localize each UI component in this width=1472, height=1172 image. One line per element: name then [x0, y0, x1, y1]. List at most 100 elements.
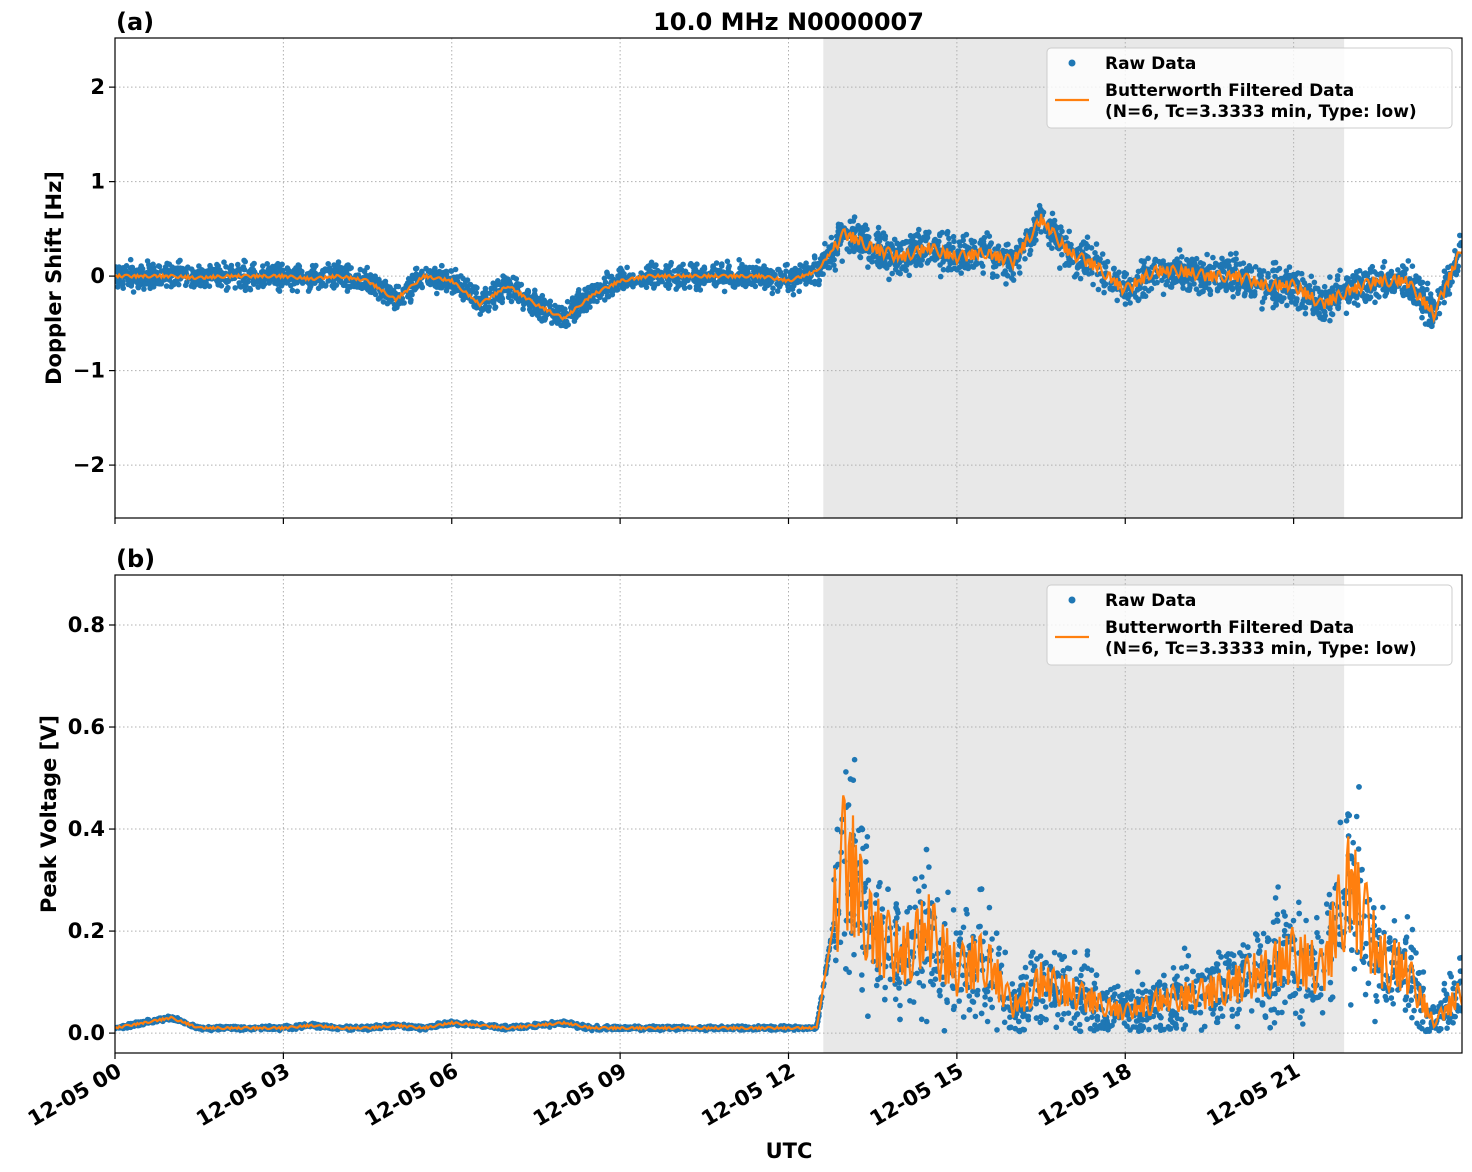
- raw-data-point: [1327, 274, 1333, 280]
- raw-data-point: [958, 270, 964, 276]
- raw-data-point: [891, 236, 898, 243]
- raw-data-point: [130, 289, 137, 295]
- raw-data-point: [1010, 277, 1017, 283]
- raw-data-point: [163, 283, 170, 289]
- raw-data-point: [1335, 304, 1341, 311]
- raw-data-point: [1416, 279, 1423, 285]
- raw-data-point: [621, 271, 627, 277]
- raw-data-point: [1413, 300, 1420, 307]
- raw-data-point: [348, 283, 355, 290]
- raw-data-point: [354, 284, 360, 290]
- raw-data-point: [189, 282, 196, 289]
- raw-data-point: [834, 248, 841, 254]
- raw-data-point: [402, 285, 408, 292]
- raw-data-point: [391, 305, 398, 312]
- raw-data-point: [746, 264, 753, 271]
- raw-data-point: [223, 287, 230, 293]
- raw-data-point: [1335, 300, 1342, 306]
- raw-data-point: [989, 274, 996, 281]
- raw-data-point: [920, 236, 926, 243]
- raw-data-point: [1302, 310, 1309, 317]
- y-tick-label: −1: [73, 359, 105, 383]
- raw-data-point: [956, 239, 963, 245]
- raw-data-point: [757, 281, 764, 287]
- raw-data-point: [1200, 288, 1206, 295]
- raw-data-point: [1310, 310, 1317, 317]
- raw-data-point: [753, 264, 759, 271]
- raw-data-point: [1376, 272, 1382, 278]
- raw-data-point: [242, 287, 249, 294]
- raw-data-point: [1068, 1020, 1074, 1026]
- raw-data-point: [1448, 279, 1455, 286]
- raw-data-point: [1382, 293, 1388, 299]
- raw-data-point: [534, 312, 541, 319]
- raw-data-point: [437, 281, 444, 288]
- raw-data-point: [1321, 291, 1327, 297]
- raw-data-point: [875, 224, 882, 231]
- raw-data-point: [850, 227, 856, 234]
- raw-data-point: [382, 278, 389, 285]
- raw-data-point: [889, 270, 895, 277]
- raw-data-point: [142, 281, 149, 287]
- raw-data-point: [1286, 264, 1293, 270]
- raw-data-point: [803, 276, 809, 283]
- raw-data-point: [1092, 250, 1098, 256]
- raw-data-point: [1027, 247, 1034, 254]
- raw-data-point: [1145, 255, 1151, 262]
- raw-data-point: [1252, 264, 1259, 270]
- raw-data-point: [455, 274, 461, 280]
- raw-data-point: [811, 261, 817, 267]
- legend-filtered-label: Butterworth Filtered Data: [1105, 81, 1354, 101]
- raw-data-point: [524, 289, 531, 295]
- raw-data-point: [1057, 265, 1063, 271]
- raw-data-point: [745, 277, 751, 283]
- raw-data-point: [120, 265, 126, 271]
- raw-data-point: [769, 290, 776, 297]
- raw-data-point: [777, 269, 784, 276]
- raw-data-point: [1422, 321, 1429, 327]
- raw-data-point: [1101, 260, 1108, 267]
- raw-data-point: [906, 272, 912, 279]
- raw-data-point: [276, 288, 283, 294]
- raw-data-point: [1281, 927, 1288, 934]
- raw-data-point: [651, 263, 658, 270]
- raw-data-point: [1376, 294, 1382, 300]
- raw-data-point: [1374, 998, 1380, 1004]
- raw-data-point: [539, 318, 545, 324]
- raw-data-point: [344, 283, 351, 290]
- raw-data-point: [839, 258, 845, 265]
- raw-data-point: [1187, 282, 1193, 288]
- raw-data-point: [1316, 310, 1322, 317]
- raw-data-point: [251, 269, 258, 275]
- raw-data-point: [1186, 287, 1192, 294]
- raw-data-point: [1009, 981, 1016, 987]
- raw-data-point: [201, 268, 208, 275]
- raw-data-point: [1078, 972, 1084, 979]
- raw-data-point: [294, 288, 301, 295]
- raw-data-point: [1391, 918, 1398, 924]
- raw-data-point: [175, 281, 182, 288]
- raw-data-point: [1059, 251, 1065, 258]
- raw-data-point: [857, 253, 863, 260]
- raw-data-point: [1111, 285, 1117, 292]
- raw-data-point: [1008, 248, 1014, 255]
- raw-data-point: [1273, 302, 1279, 308]
- raw-data-point: [648, 259, 655, 266]
- raw-data-point: [185, 264, 191, 271]
- raw-data-point: [912, 259, 918, 265]
- raw-data-point: [489, 298, 496, 305]
- raw-data-point: [1418, 306, 1425, 312]
- raw-data-point: [580, 292, 586, 299]
- raw-data-point: [579, 307, 585, 314]
- raw-data-point: [720, 269, 726, 275]
- raw-data-point: [1450, 985, 1456, 992]
- raw-data-point: [724, 258, 731, 265]
- raw-data-point: [725, 265, 732, 272]
- raw-data-point: [729, 277, 736, 284]
- raw-data-point: [1219, 255, 1225, 262]
- raw-data-point: [467, 281, 474, 288]
- raw-data-point: [1222, 263, 1229, 270]
- raw-data-point: [832, 267, 839, 273]
- raw-data-point: [1369, 263, 1376, 270]
- raw-data-point: [681, 277, 687, 283]
